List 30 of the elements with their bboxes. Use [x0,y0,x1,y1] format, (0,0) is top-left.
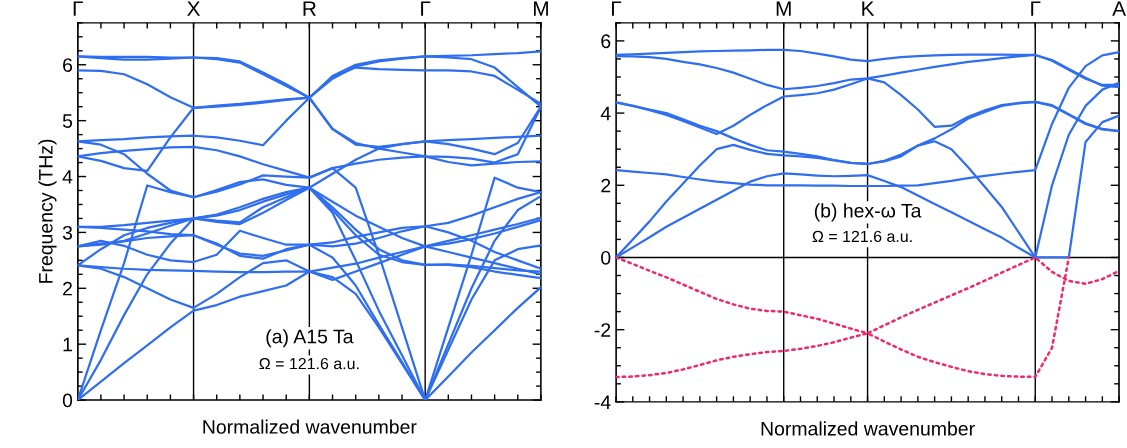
y-tick-label: 6 [63,58,73,72]
y-tick-label: 0 [601,250,611,265]
y-tick-label: 1 [63,337,72,352]
y-tick-label: 6 [601,34,611,49]
annotation: (b) hex-ω Ta [814,203,922,222]
x-tick-label: R [303,1,316,16]
x-tick-label: Γ [1031,1,1041,16]
annotation: (a) A15 Ta [266,329,354,348]
x-tick-label: M [776,1,791,16]
y-tick-label: 2 [601,178,611,193]
y-tick-label: 5 [62,114,73,128]
x-tick-label: X [187,1,201,16]
y-tick-label: -4 [594,395,611,409]
annotation: Ω = 121.6 a.u. [812,230,912,243]
y-tick-label: -2 [594,323,611,337]
y-tick-label: 4 [600,106,611,121]
y-axis-title: Frequency (THz) [38,139,57,283]
annotation: Ω = 121.6 a.u. [259,357,359,370]
x-tick-label: Γ [421,1,431,16]
y-tick-label: 0 [62,393,73,408]
x-axis-title: Normalized wavenumber [761,421,975,436]
x-tick-label: K [862,1,875,16]
x-axis-title: Normalized wavenumber [203,419,417,434]
y-tick-label: 2 [63,281,72,296]
x-tick-label: M [533,1,548,16]
x-tick-label: Γ [611,1,622,16]
x-tick-label: A [1112,1,1127,16]
y-tick-label: 4 [62,170,73,184]
y-tick-label: 3 [62,225,73,240]
x-tick-label: Γ [73,1,83,16]
